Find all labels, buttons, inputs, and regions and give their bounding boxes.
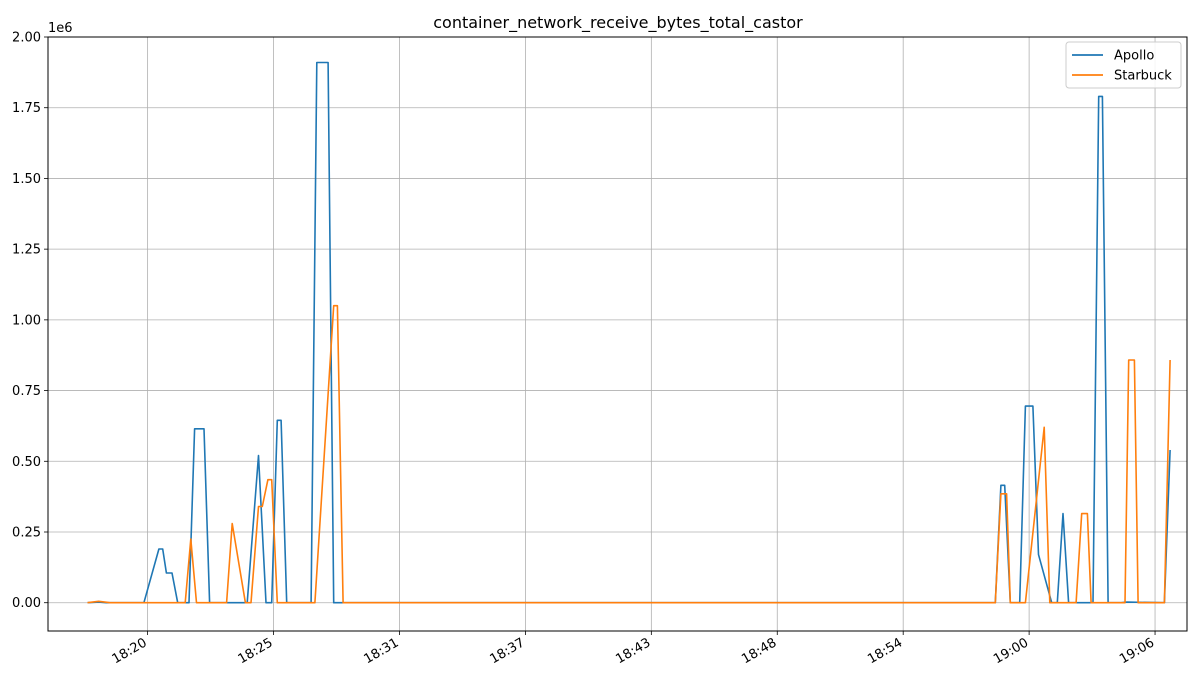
x-tick-label: 18:25: [236, 635, 276, 667]
legend-label: Apollo: [1114, 49, 1154, 64]
x-tick-label: 18:54: [865, 635, 905, 667]
series-apollo: [87, 61, 1171, 604]
x-tick-label: 19:00: [991, 635, 1031, 667]
x-tick-label: 18:48: [739, 635, 779, 667]
x-tick-label: 18:31: [362, 635, 402, 667]
y-tick-label: 0.25: [12, 526, 41, 541]
y-offset-label: 1e6: [48, 21, 73, 36]
y-tick-label: 1.50: [12, 172, 41, 187]
x-tick-label: 18:20: [110, 635, 150, 667]
series-layer: [87, 61, 1171, 604]
y-tick-label: 2.00: [12, 31, 41, 46]
x-tick-label: 19:06: [1117, 635, 1157, 667]
axes: 0.00 0.25 0.50 0.75 1.00 1.25 1.50 1.75 2.00 18:2…: [12, 31, 1157, 668]
series-line-starbuck: [87, 304, 1171, 604]
series-starbuck: [87, 304, 1171, 604]
y-tick-label: 1.00: [12, 313, 41, 328]
chart-title: container_network_receive_bytes_total_ca…: [433, 13, 803, 33]
y-tick-label: 0.50: [12, 455, 41, 470]
legend: Apollo Starbuck: [1065, 41, 1182, 89]
grid: [48, 36, 1187, 631]
y-tick-label: 0.00: [12, 596, 41, 611]
y-tick-label: 1.75: [12, 101, 41, 116]
legend-label: Starbuck: [1114, 69, 1172, 84]
x-tick-label: 18:43: [613, 635, 653, 667]
y-tick-label: 1.25: [12, 243, 41, 258]
series-line-apollo: [87, 61, 1171, 604]
legend-box: [1065, 41, 1182, 89]
x-tick-label: 18:37: [487, 635, 527, 667]
plot-frame: [47, 36, 1188, 632]
y-tick-label: 0.75: [12, 384, 41, 399]
